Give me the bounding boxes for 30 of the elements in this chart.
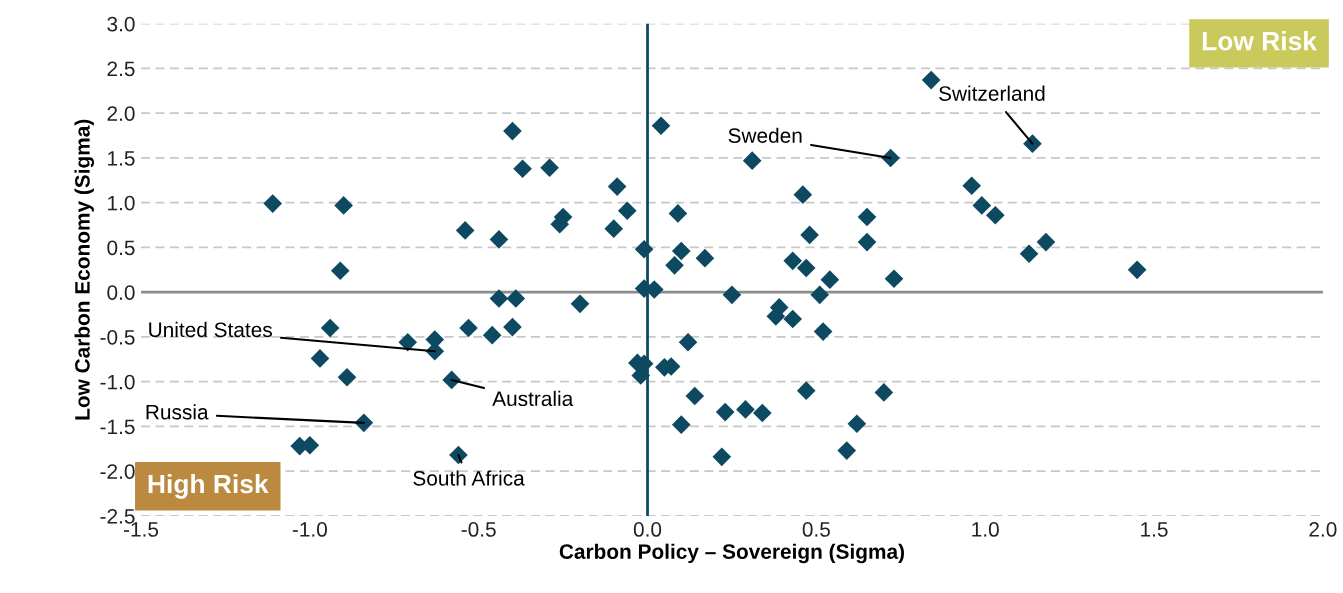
x-tick-label: -1.0: [292, 522, 327, 537]
annotation: Low Risk: [1202, 31, 1317, 51]
x-tick-label: 2.0: [1309, 522, 1337, 537]
x-tick-label: 1.0: [972, 522, 999, 537]
y-tick-label: 1.0: [108, 195, 135, 211]
y-tick-label: 2.5: [107, 61, 135, 77]
x-axis-title: Carbon Policy – Sovereign (Sigma): [559, 543, 904, 564]
y-tick-label: 0.0: [107, 285, 135, 300]
annotation: Switzerland: [939, 85, 1045, 101]
y-tick-label: -1.5: [100, 419, 135, 435]
y-tick-label: 1.5: [108, 151, 135, 166]
y-tick-label: 3.0: [107, 16, 135, 32]
x-tick-label: 0.0: [633, 522, 662, 537]
x-tick-label: -1.5: [123, 522, 159, 537]
x-tick-label: 1.5: [1141, 522, 1168, 537]
y-tick-label: -2.5: [100, 508, 135, 524]
annotation: Australia: [492, 390, 574, 407]
annotation: Russia: [146, 404, 209, 420]
annotation: South Africa: [413, 470, 525, 486]
y-tick-label: -1.0: [100, 374, 135, 390]
y-axis-title: Low Carbon Economy (Sigma): [74, 119, 95, 420]
annotation: Sweden: [728, 127, 802, 143]
x-tick-label: -0.5: [461, 522, 496, 537]
x-tick-label: 0.5: [802, 522, 830, 537]
annotation: High Risk: [148, 473, 269, 499]
y-tick-label: 2.0: [107, 106, 135, 121]
y-tick-label: -2.0: [100, 464, 135, 479]
y-tick-label: -0.5: [100, 329, 135, 345]
y-tick-label: 0.5: [107, 240, 135, 256]
annotation: United States: [149, 321, 272, 338]
